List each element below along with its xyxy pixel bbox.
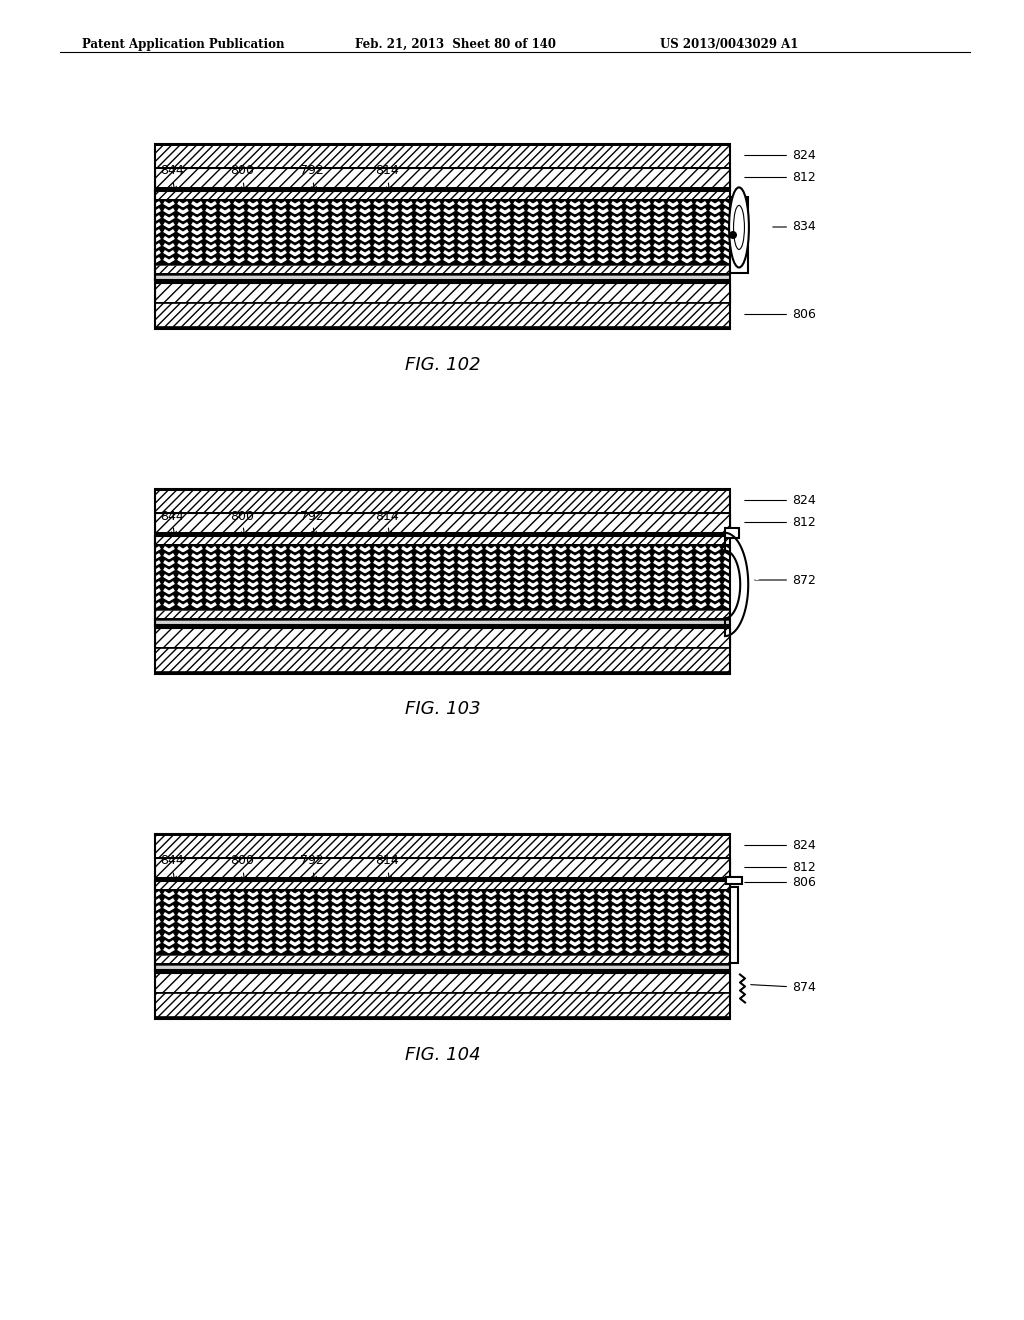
Bar [155, 876, 730, 879]
Text: 814: 814 [375, 854, 398, 882]
Text: 800: 800 [230, 510, 254, 536]
Bar [155, 198, 730, 202]
Text: 792: 792 [300, 854, 324, 882]
Bar [155, 280, 730, 282]
Bar [155, 272, 730, 275]
Text: Patent Application Publication: Patent Application Publication [82, 38, 285, 51]
Bar [155, 993, 730, 994]
Bar [155, 326, 730, 329]
Bar [155, 619, 730, 624]
Bar [155, 857, 730, 859]
Bar [730, 197, 748, 273]
Bar [730, 887, 738, 962]
Text: 814: 814 [375, 510, 398, 536]
Bar [155, 627, 730, 648]
Text: 824: 824 [744, 494, 816, 507]
Bar [155, 648, 730, 672]
Ellipse shape [729, 187, 749, 268]
Text: 812: 812 [744, 516, 816, 529]
Bar [155, 973, 730, 993]
Text: FIG. 102: FIG. 102 [404, 355, 480, 374]
Bar [155, 488, 730, 491]
Text: 814: 814 [375, 165, 398, 191]
Bar [155, 1016, 730, 1019]
Bar [155, 618, 730, 619]
Bar [155, 833, 730, 836]
Text: 800: 800 [230, 854, 254, 882]
Bar [155, 546, 730, 606]
Text: 806: 806 [744, 876, 816, 888]
Bar [155, 610, 730, 618]
Bar [155, 187, 730, 190]
Ellipse shape [729, 231, 737, 239]
Bar [155, 647, 730, 649]
Bar [155, 264, 730, 272]
Bar [155, 952, 730, 954]
Bar [155, 888, 730, 891]
Bar [155, 168, 730, 187]
Bar [155, 833, 730, 1019]
Bar [155, 891, 730, 952]
Bar [155, 512, 730, 532]
Bar [155, 993, 730, 1016]
Ellipse shape [733, 206, 744, 249]
Bar [155, 187, 730, 189]
Bar [155, 532, 730, 535]
Bar [155, 144, 730, 168]
Bar [155, 488, 730, 512]
Bar [155, 536, 730, 544]
Bar [155, 202, 730, 261]
Bar [155, 606, 730, 610]
Bar [155, 858, 730, 878]
Bar [155, 144, 730, 147]
Bar [155, 891, 730, 952]
Bar [155, 878, 730, 880]
Text: 844: 844 [160, 165, 183, 191]
Bar [155, 168, 730, 169]
Bar [155, 275, 730, 280]
Bar [155, 190, 730, 198]
Bar [155, 672, 730, 675]
Text: 806: 806 [744, 308, 816, 321]
Text: Feb. 21, 2013  Sheet 80 of 140: Feb. 21, 2013 Sheet 80 of 140 [355, 38, 556, 51]
Text: FIG. 104: FIG. 104 [404, 1045, 480, 1064]
Bar [155, 544, 730, 546]
Bar [725, 528, 739, 537]
Bar [155, 488, 730, 675]
Text: 834: 834 [773, 220, 816, 234]
Bar [155, 202, 730, 261]
Bar [155, 833, 730, 858]
Bar [155, 624, 730, 627]
Text: 792: 792 [300, 510, 324, 536]
Bar [726, 876, 742, 883]
Bar [155, 302, 730, 304]
Text: 824: 824 [744, 840, 816, 851]
Bar [155, 144, 730, 329]
Text: 792: 792 [300, 165, 324, 191]
Bar [155, 546, 730, 606]
Bar [155, 965, 730, 969]
Text: 872: 872 [755, 573, 816, 586]
Text: 812: 812 [744, 172, 816, 183]
Bar [155, 512, 730, 513]
Bar [155, 880, 730, 888]
Bar [155, 302, 730, 326]
Text: FIG. 103: FIG. 103 [404, 701, 480, 718]
Bar [155, 532, 730, 536]
Text: 824: 824 [744, 149, 816, 162]
Bar [155, 261, 730, 264]
Text: 844: 844 [160, 510, 183, 536]
Text: 844: 844 [160, 854, 183, 882]
Text: 874: 874 [751, 981, 816, 994]
Bar [155, 962, 730, 965]
Bar [155, 954, 730, 962]
Bar [737, 197, 741, 273]
Text: 812: 812 [744, 861, 816, 874]
Text: US 2013/0043029 A1: US 2013/0043029 A1 [660, 38, 799, 51]
Text: 800: 800 [230, 165, 254, 191]
Bar [155, 969, 730, 973]
Bar [155, 282, 730, 302]
